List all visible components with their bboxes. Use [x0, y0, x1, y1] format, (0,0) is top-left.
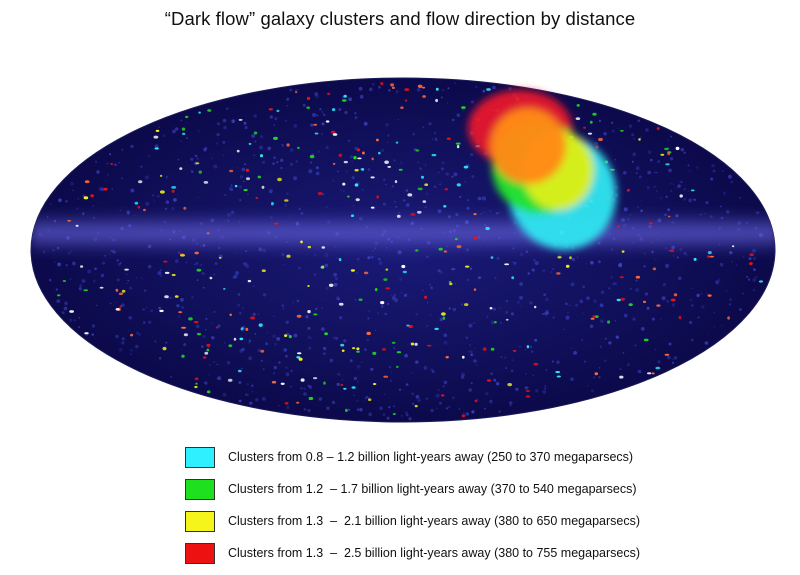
legend-label-red: Clusters from 1.3 – 2.5 billion light-ye… — [228, 546, 640, 560]
legend-item-green: Clusters from 1.2 – 1.7 billion light-ye… — [185, 479, 785, 511]
legend-item-red: Clusters from 1.3 – 2.5 billion light-ye… — [185, 543, 785, 575]
legend: Clusters from 0.8 – 1.2 billion light-ye… — [185, 447, 785, 575]
flow-region-orange — [490, 108, 566, 184]
legend-swatch-cyan — [185, 447, 215, 468]
galactic-plane-band — [31, 212, 775, 254]
legend-item-yellow: Clusters from 1.3 – 2.1 billion light-ye… — [185, 511, 785, 543]
legend-swatch-yellow — [185, 511, 215, 532]
legend-label-yellow: Clusters from 1.3 – 2.1 billion light-ye… — [228, 514, 640, 528]
legend-swatch-red — [185, 543, 215, 564]
legend-label-green: Clusters from 1.2 – 1.7 billion light-ye… — [228, 482, 637, 496]
legend-swatch-green — [185, 479, 215, 500]
legend-item-cyan: Clusters from 0.8 – 1.2 billion light-ye… — [185, 447, 785, 479]
legend-label-cyan: Clusters from 0.8 – 1.2 billion light-ye… — [228, 450, 634, 464]
all-sky-map — [30, 77, 776, 423]
chart-title: “Dark flow” galaxy clusters and flow dir… — [164, 8, 636, 29]
flow-direction-regions — [468, 90, 617, 250]
